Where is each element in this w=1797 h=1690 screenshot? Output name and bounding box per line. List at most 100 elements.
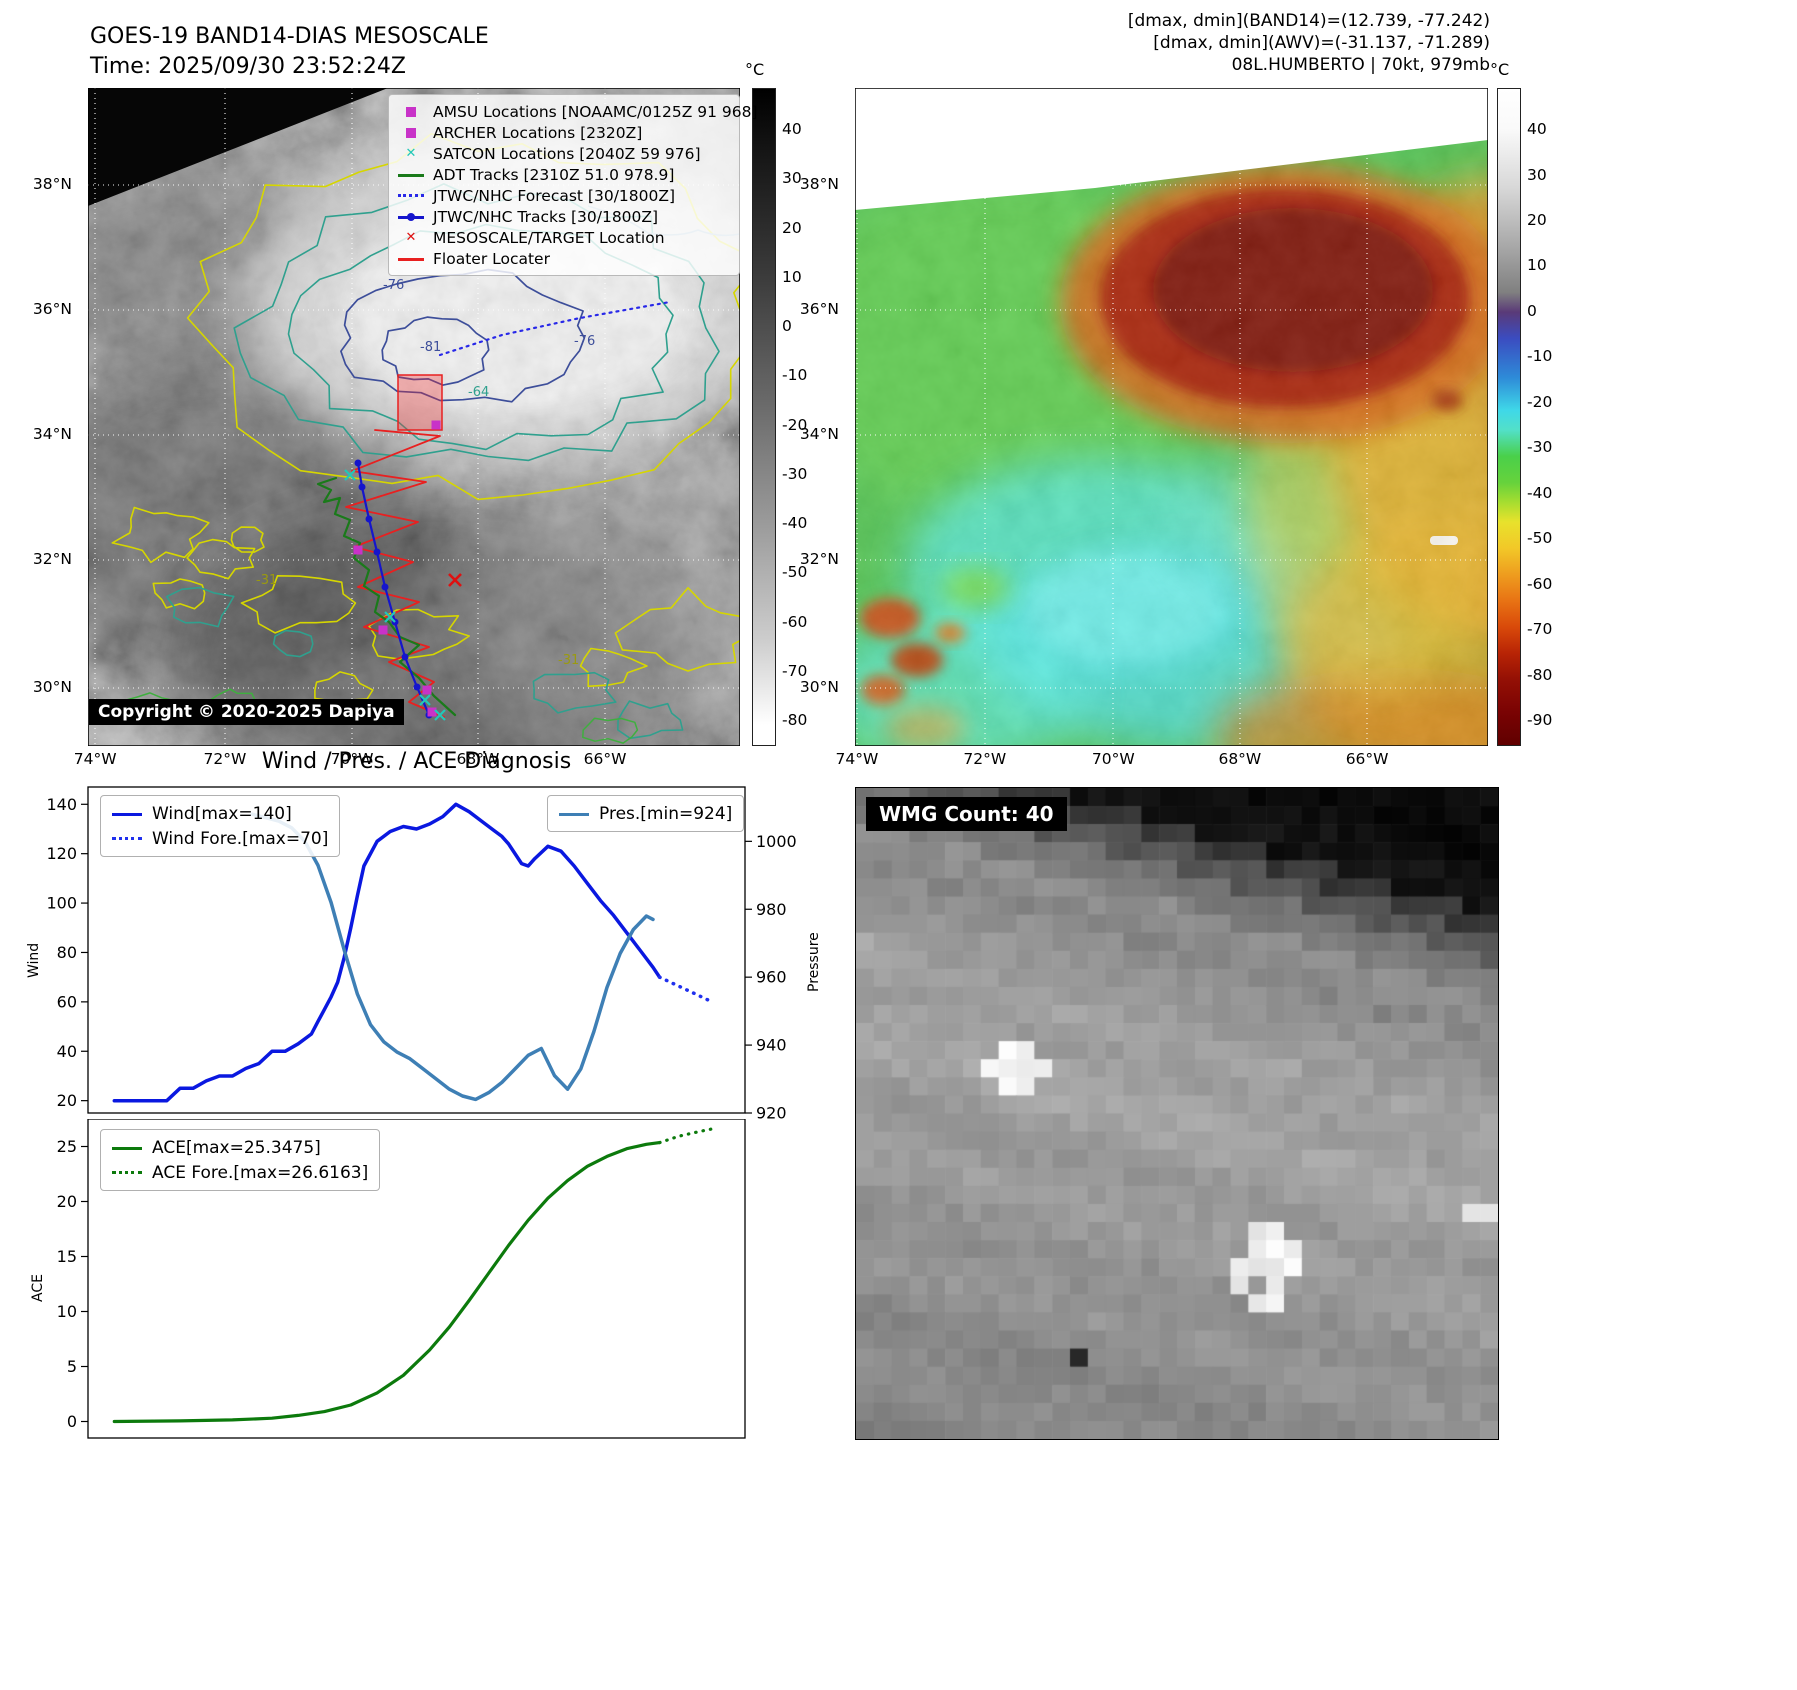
storm-id-intensity: 08L.HUMBERTO | 70kt, 979mb xyxy=(1231,55,1490,75)
contour-ring xyxy=(340,268,586,403)
axis-tick-label: 68°W xyxy=(456,750,500,768)
satcon-marker-icon: ✕ xyxy=(405,145,417,161)
wind-axis-label: Wind xyxy=(26,942,42,978)
legend-label: JTWC/NHC Forecast [30/1800Z] xyxy=(433,186,676,205)
legend-label: Wind[max=140] xyxy=(152,803,292,824)
contour-label: -31 xyxy=(256,573,277,588)
legend-label: Pres.[min=924] xyxy=(599,803,733,824)
axis-tick-label: 30°N xyxy=(799,678,839,697)
legend-label: ACE Fore.[max=26.6163] xyxy=(152,1162,369,1183)
ace-forecast-line-icon xyxy=(112,1166,142,1180)
colorbar-tick-label: -60 xyxy=(1527,574,1553,593)
colorbar-tick-label: 20 xyxy=(782,218,802,237)
amsu-location-marker xyxy=(353,545,363,555)
wmg-count-label: WMG Count: 40 xyxy=(866,797,1067,831)
diagnosis-title: Wind / Pres. / ACE Diagnosis xyxy=(261,749,572,774)
satcon-location-marker xyxy=(434,709,446,721)
colorbar-tick-label: -60 xyxy=(782,612,808,631)
colorbar-tick-label: 0 xyxy=(1527,301,1537,320)
colorbar-tick-label: -70 xyxy=(782,661,808,680)
legend-label: MESOSCALE/TARGET Location xyxy=(433,228,665,247)
colorbar-tick-label: -10 xyxy=(782,366,808,385)
legend-label: JTWC/NHC Tracks [30/1800Z] xyxy=(433,207,659,226)
legend-item-ace-forecast: ACE Fore.[max=26.6163] xyxy=(112,1160,368,1185)
jtwc-track-point xyxy=(401,653,409,661)
contour-label: -64 xyxy=(468,385,489,400)
legend-item-ace: ACE[max=25.3475] xyxy=(112,1135,368,1160)
axis-tick-label: 34°N xyxy=(799,424,839,443)
contour-label: -81 xyxy=(420,340,441,355)
colorbar-tick-label: -20 xyxy=(1527,392,1553,411)
awv-image-layers xyxy=(855,88,1488,746)
satcon-location-marker xyxy=(419,694,431,706)
contour-ring xyxy=(368,608,471,660)
legend-item-forecast: JTWC/NHC Forecast [30/1800Z] xyxy=(398,185,730,206)
jtwc-track-point xyxy=(373,548,381,556)
y-tick-label: 120 xyxy=(46,844,77,863)
axis-tick-label: 36°N xyxy=(799,299,839,318)
jtwc-track-point xyxy=(354,459,362,467)
axis-tick-label: 66°W xyxy=(583,750,627,768)
colorbar-unit: °C xyxy=(745,60,765,79)
satcon-location-marker xyxy=(384,611,396,623)
storm-tracks-overlay xyxy=(316,300,672,721)
contour-ring xyxy=(579,647,648,688)
band14-title-block: GOES-19 BAND14-DIAS MESOSCALE Time: 2025… xyxy=(90,22,489,82)
colorbar-tick-label: 30 xyxy=(782,169,802,188)
colorbar-tick-label: -20 xyxy=(782,415,808,434)
band14-colorbar-ticks: 40 30 20 10 0 -10 -20 -30 -40 -50 -60 -70 -80 xyxy=(782,88,828,746)
map-grid xyxy=(855,88,1488,746)
axis-tick-label: 38°N xyxy=(32,174,72,193)
axis-tick-label: 74°W xyxy=(835,750,879,768)
series-line xyxy=(112,802,662,1103)
contour-label: -31 xyxy=(558,653,579,668)
contour-ring xyxy=(240,574,357,634)
legend-label: Wind Fore.[max=70] xyxy=(152,828,329,849)
colorbar-tick-label: -50 xyxy=(1527,529,1553,548)
colorbar-tick-label: -30 xyxy=(1527,438,1553,457)
colorbar-tick-label: -70 xyxy=(1527,620,1553,639)
y-tick-label: 40 xyxy=(57,1042,77,1061)
y-tick-label: 5 xyxy=(67,1357,77,1376)
legend-item-satcon: ✕ SATCON Locations [2040Z 59 976] xyxy=(398,143,730,164)
colorbar-tick-label: 10 xyxy=(782,267,802,286)
colorbar-unit: °C xyxy=(1490,60,1510,79)
contour-ring xyxy=(614,586,740,672)
legend-item-archer: ARCHER Locations [2320Z] xyxy=(398,122,730,143)
legend-item-tracks: JTWC/NHC Tracks [30/1800Z] xyxy=(398,206,730,227)
legend-item-pressure: Pres.[min=924] xyxy=(559,801,732,826)
jtwc-track-point xyxy=(365,515,373,523)
dmax-dmin-band14: [dmax, dmin](BAND14)=(12.739, -77.242) xyxy=(1127,11,1490,31)
legend-item-wind-forecast: Wind Fore.[max=70] xyxy=(112,826,328,851)
amsu-location-marker xyxy=(431,420,441,430)
awv-colorbar-ticks: 40 30 20 10 0 -10 -20 -30 -40 -50 -60 -70 -80 -90 xyxy=(1527,88,1573,746)
satcon-location-marker xyxy=(344,469,356,481)
legend-item-adt: ADT Tracks [2310Z 51.0 978.9] xyxy=(398,164,730,185)
legend-label: AMSU Locations [NOAAMC/0125Z 91 968] xyxy=(433,102,758,121)
archer-marker-icon xyxy=(398,126,424,140)
axis-tick-label: 70°W xyxy=(1091,750,1135,768)
contour-ring xyxy=(165,586,235,628)
contour-ring xyxy=(186,538,256,580)
contour-label: -76 xyxy=(383,278,404,293)
axis-tick-label: 66°W xyxy=(1345,750,1389,768)
legend-label: ARCHER Locations [2320Z] xyxy=(433,123,643,142)
band14-title: GOES-19 BAND14-DIAS MESOSCALE xyxy=(90,24,489,49)
band14-lat-axis: 38°N 36°N 34°N 32°N 30°N xyxy=(30,88,76,746)
contour-ring xyxy=(616,700,684,740)
colorbar-tick-label: -80 xyxy=(782,710,808,729)
pressure-line-icon xyxy=(559,807,589,821)
axis-tick-label: 30°N xyxy=(32,678,72,697)
jtwc-track-point xyxy=(413,683,421,691)
mesoscale-target-marker xyxy=(448,573,462,587)
y-tick-label: 15 xyxy=(57,1247,77,1266)
colorbar-tick-label: 20 xyxy=(1527,211,1547,230)
pressure-legend: Pres.[min=924] xyxy=(547,795,745,832)
series-line xyxy=(657,975,714,1004)
y-tick-label: 980 xyxy=(756,900,787,919)
ace-axis-label: ACE xyxy=(30,1274,46,1302)
contour-label: -76 xyxy=(574,334,595,349)
series-line xyxy=(657,1127,714,1145)
axis-tick-label: 72°W xyxy=(963,750,1007,768)
contour-ring xyxy=(230,526,265,553)
